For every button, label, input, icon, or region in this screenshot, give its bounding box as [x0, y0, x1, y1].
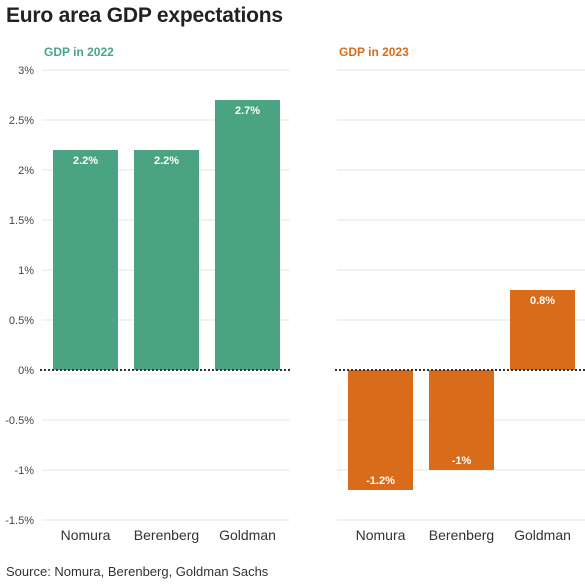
- y-tick-label: 2.5%: [9, 115, 34, 127]
- panel-title: GDP in 2022: [44, 45, 114, 59]
- y-tick-label: 0%: [18, 365, 34, 377]
- data-label: -1.2%: [366, 475, 395, 487]
- x-tick-label: Nomura: [61, 527, 111, 543]
- y-tick-label: 3%: [18, 65, 34, 77]
- bar: [215, 100, 280, 370]
- bar: [53, 150, 118, 370]
- x-tick-label: Berenberg: [429, 527, 494, 543]
- y-tick-label: -0.5%: [5, 415, 34, 427]
- y-tick-label: -1.5%: [5, 515, 34, 527]
- y-tick-label: -1%: [14, 465, 34, 477]
- bar: [429, 370, 494, 470]
- panel-title: GDP in 2023: [339, 45, 409, 59]
- y-tick-label: 1%: [18, 265, 34, 277]
- y-tick-label: 2%: [18, 165, 34, 177]
- bar: [134, 150, 199, 370]
- data-label: -1%: [452, 455, 472, 467]
- x-tick-label: Goldman: [514, 527, 571, 543]
- data-label: 2.7%: [235, 105, 260, 117]
- data-label: 2.2%: [73, 155, 98, 167]
- data-label: 0.8%: [530, 295, 555, 307]
- x-tick-label: Goldman: [219, 527, 276, 543]
- bar: [510, 290, 575, 370]
- source-note: Source: Nomura, Berenberg, Goldman Sachs: [6, 564, 269, 579]
- x-tick-label: Nomura: [356, 527, 406, 543]
- y-tick-label: 0.5%: [9, 315, 34, 327]
- x-tick-label: Berenberg: [134, 527, 199, 543]
- y-tick-label: 1.5%: [9, 215, 34, 227]
- data-label: 2.2%: [154, 155, 179, 167]
- bar: [348, 370, 413, 490]
- chart-title: Euro area GDP expectations: [6, 4, 283, 27]
